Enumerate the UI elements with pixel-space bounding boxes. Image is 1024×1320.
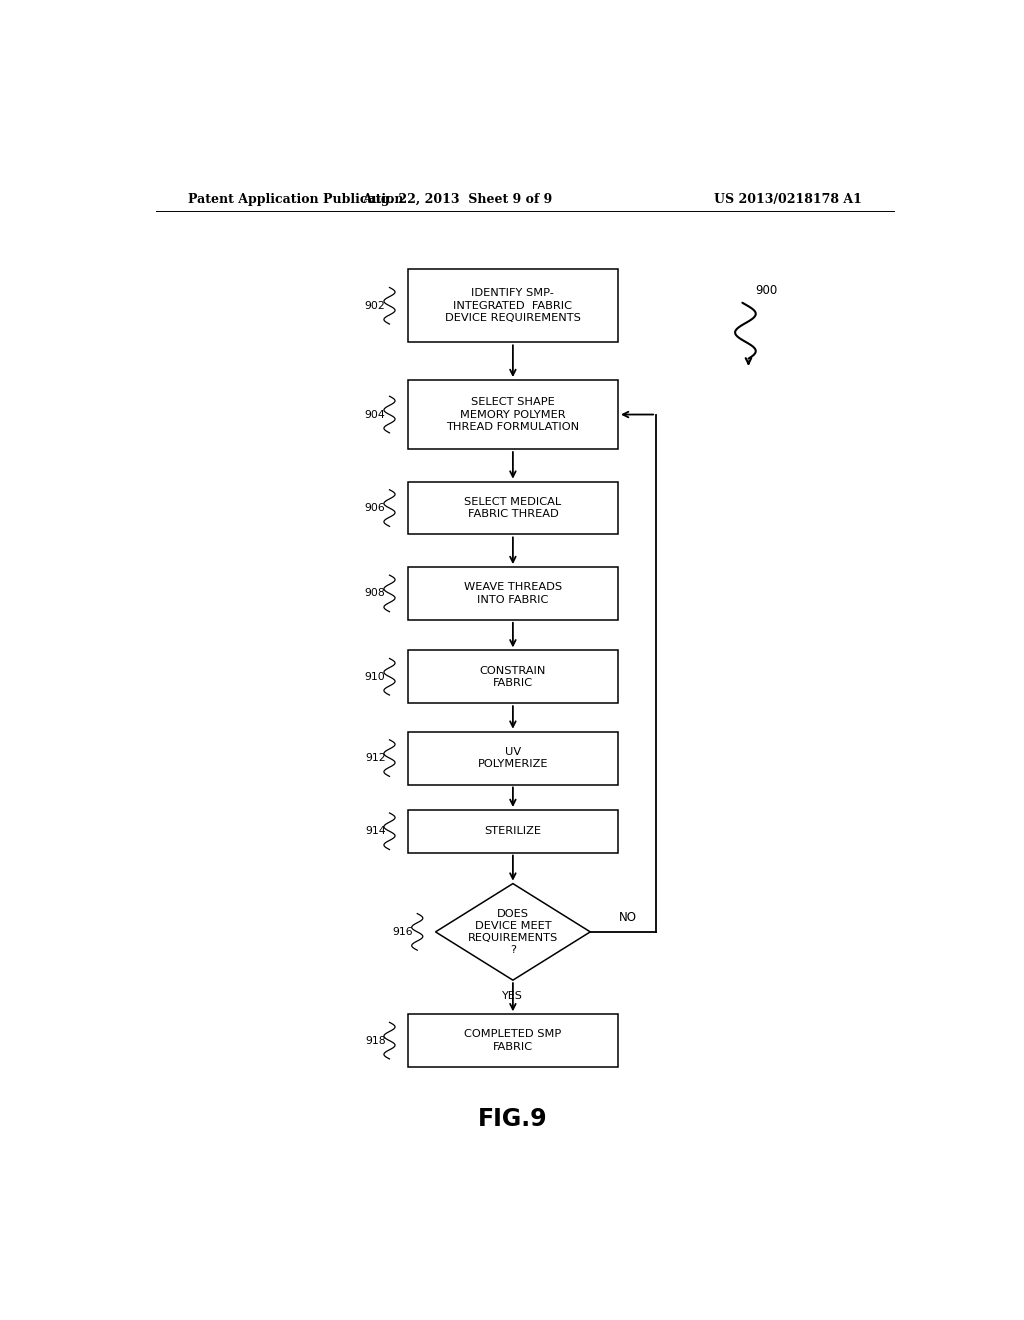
FancyBboxPatch shape	[408, 568, 618, 620]
Text: Aug. 22, 2013  Sheet 9 of 9: Aug. 22, 2013 Sheet 9 of 9	[362, 193, 553, 206]
Text: FIG.9: FIG.9	[478, 1107, 548, 1131]
Text: YES: YES	[503, 991, 523, 1002]
Text: 916: 916	[392, 927, 414, 937]
Text: 914: 914	[365, 826, 385, 837]
Text: SELECT SHAPE
MEMORY POLYMER
THREAD FORMULATION: SELECT SHAPE MEMORY POLYMER THREAD FORMU…	[446, 397, 580, 432]
Text: 902: 902	[365, 301, 385, 310]
Text: IDENTIFY SMP-
INTEGRATED  FABRIC
DEVICE REQUIREMENTS: IDENTIFY SMP- INTEGRATED FABRIC DEVICE R…	[445, 288, 581, 323]
Text: WEAVE THREADS
INTO FABRIC: WEAVE THREADS INTO FABRIC	[464, 582, 562, 605]
FancyBboxPatch shape	[408, 651, 618, 704]
Text: COMPLETED SMP
FABRIC: COMPLETED SMP FABRIC	[464, 1030, 561, 1052]
Text: UV
POLYMERIZE: UV POLYMERIZE	[477, 747, 548, 770]
FancyBboxPatch shape	[408, 731, 618, 784]
Polygon shape	[435, 883, 590, 981]
Text: 906: 906	[365, 503, 385, 513]
Text: DOES
DEVICE MEET
REQUIREMENTS
?: DOES DEVICE MEET REQUIREMENTS ?	[468, 909, 558, 954]
FancyBboxPatch shape	[408, 810, 618, 853]
FancyBboxPatch shape	[408, 269, 618, 342]
Text: Patent Application Publication: Patent Application Publication	[187, 193, 403, 206]
Text: 918: 918	[365, 1036, 385, 1045]
FancyBboxPatch shape	[408, 482, 618, 535]
Text: 904: 904	[365, 409, 385, 420]
Text: 912: 912	[365, 754, 385, 763]
Text: 908: 908	[365, 589, 385, 598]
Text: CONSTRAIN
FABRIC: CONSTRAIN FABRIC	[479, 665, 546, 688]
Text: 900: 900	[755, 284, 777, 297]
Text: NO: NO	[620, 911, 637, 924]
FancyBboxPatch shape	[408, 1014, 618, 1067]
Text: 910: 910	[365, 672, 385, 681]
Text: SELECT MEDICAL
FABRIC THREAD: SELECT MEDICAL FABRIC THREAD	[464, 496, 561, 519]
Text: STERILIZE: STERILIZE	[484, 826, 542, 837]
Text: US 2013/0218178 A1: US 2013/0218178 A1	[714, 193, 862, 206]
FancyBboxPatch shape	[408, 380, 618, 449]
